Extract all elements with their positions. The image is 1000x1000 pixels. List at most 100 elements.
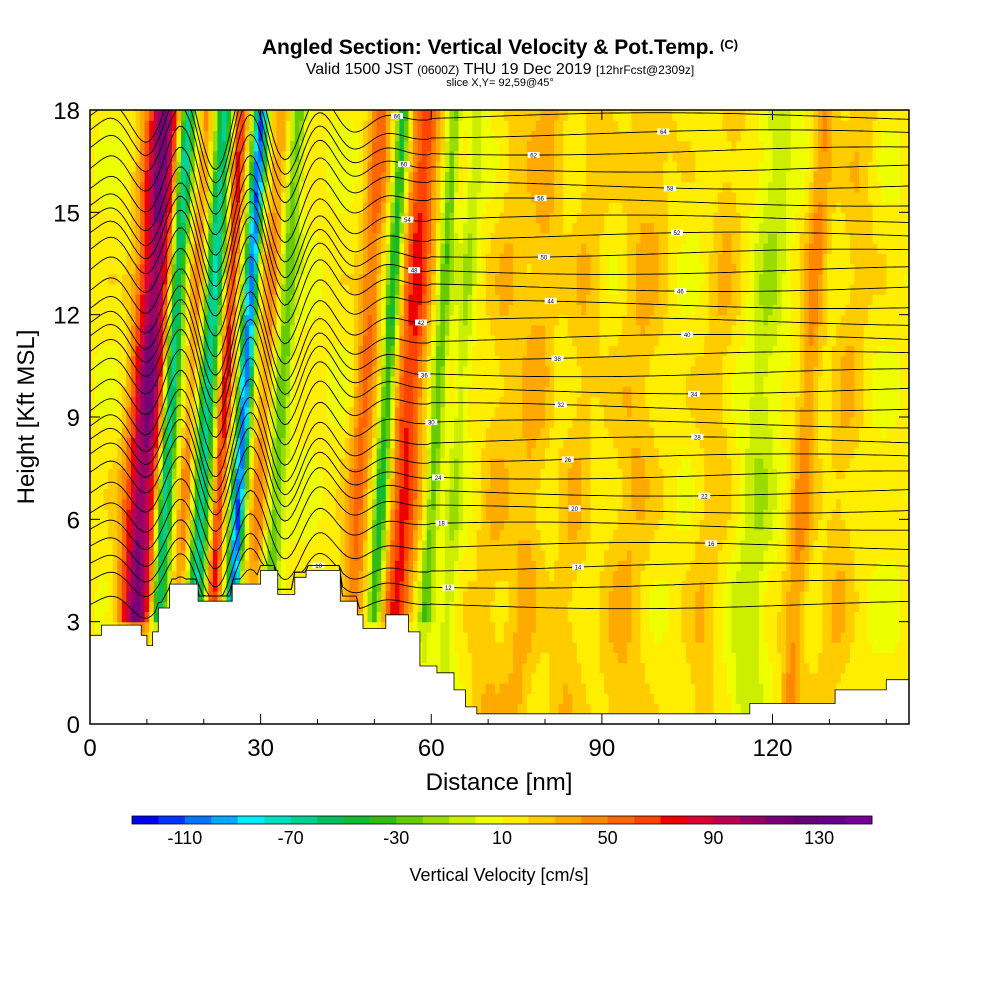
velocity-cell [413, 478, 419, 490]
velocity-cell [121, 150, 127, 162]
velocity-cell [199, 202, 205, 213]
velocity-cell [253, 232, 259, 244]
velocity-cell [226, 212, 232, 224]
velocity-cell [290, 519, 296, 531]
velocity-cell [303, 181, 309, 193]
velocity-cell [140, 386, 146, 398]
velocity-cell [121, 437, 127, 449]
velocity-cell [162, 529, 168, 541]
velocity-cell [199, 243, 205, 254]
velocity-cell [167, 529, 173, 541]
velocity-cell [208, 161, 214, 172]
velocity-cell [353, 447, 360, 459]
velocity-cell [253, 509, 259, 520]
velocity-cell [108, 120, 114, 132]
velocity-cell [221, 386, 228, 398]
velocity-cell [349, 140, 355, 152]
velocity-cell [440, 509, 446, 520]
velocity-cell [294, 376, 300, 387]
velocity-cell [176, 365, 182, 377]
velocity-cell [208, 314, 214, 326]
velocity-cell [390, 263, 396, 275]
velocity-cell [158, 232, 164, 244]
velocity-cell [217, 355, 223, 367]
velocity-cell [226, 191, 232, 203]
velocity-cell [185, 519, 191, 531]
velocity-cell [294, 519, 300, 531]
velocity-cell [244, 488, 250, 500]
velocity-cell [117, 519, 123, 531]
velocity-cell [253, 222, 259, 234]
velocity-cell [403, 150, 410, 162]
velocity-cell [249, 232, 255, 244]
velocity-cell [90, 263, 96, 275]
velocity-cell [140, 488, 146, 500]
velocity-cell [381, 314, 387, 326]
velocity-cell [240, 560, 246, 572]
velocity-cell [258, 427, 264, 439]
velocity-cell [240, 150, 246, 162]
velocity-cell [181, 324, 187, 336]
velocity-cell [467, 683, 473, 694]
velocity-cell [399, 406, 405, 418]
velocity-cell [140, 181, 146, 193]
velocity-cell [340, 181, 346, 193]
velocity-cell [344, 181, 350, 193]
velocity-cell [208, 130, 214, 142]
velocity-cell [458, 427, 464, 439]
velocity-cell [408, 314, 414, 326]
velocity-cell [422, 478, 428, 490]
velocity-cell [376, 386, 382, 398]
velocity-cell [208, 468, 214, 479]
velocity-cell [317, 130, 323, 142]
velocity-cell [253, 560, 259, 572]
velocity-cell [367, 529, 373, 541]
velocity-cell [176, 161, 182, 172]
velocity-cell [285, 580, 291, 592]
velocity-cell [413, 294, 419, 306]
velocity-cell [240, 345, 246, 357]
velocity-cell [153, 437, 159, 449]
velocity-cell [403, 457, 410, 469]
velocity-cell [344, 161, 350, 172]
velocity-cell [344, 365, 350, 377]
velocity-cell [422, 263, 428, 275]
velocity-cell [372, 150, 378, 162]
velocity-cell [290, 273, 296, 285]
velocity-cell [444, 120, 451, 132]
velocity-cell [322, 304, 328, 316]
velocity-cell [176, 468, 182, 479]
velocity-cell [308, 294, 314, 306]
velocity-cell [376, 345, 382, 357]
velocity-cell [217, 314, 223, 326]
velocity-cell [203, 283, 209, 295]
velocity-cell [281, 498, 287, 510]
velocity-cell [194, 212, 200, 224]
velocity-cell [322, 273, 328, 285]
velocity-cell [212, 110, 218, 121]
velocity-cell [244, 335, 250, 346]
velocity-cell [149, 376, 155, 387]
velocity-cell [408, 550, 414, 561]
velocity-cell [162, 140, 168, 152]
velocity-cell [294, 191, 300, 203]
velocity-cell [181, 263, 187, 275]
velocity-cell [140, 212, 146, 224]
velocity-cell [444, 601, 451, 613]
velocity-cell [335, 161, 341, 172]
velocity-cell [149, 253, 155, 265]
velocity-cell [208, 355, 214, 367]
velocity-cell [458, 611, 464, 623]
velocity-cell [403, 427, 410, 439]
velocity-cell [221, 478, 228, 490]
velocity-cell [422, 550, 428, 561]
velocity-cell [130, 550, 137, 561]
velocity-cell [249, 191, 255, 203]
velocity-cell [171, 406, 178, 418]
velocity-cell [194, 468, 200, 479]
velocity-cell [372, 355, 378, 367]
velocity-cell [349, 376, 355, 387]
velocity-cell [162, 191, 168, 203]
velocity-cell [353, 376, 360, 387]
velocity-cell [276, 232, 282, 244]
